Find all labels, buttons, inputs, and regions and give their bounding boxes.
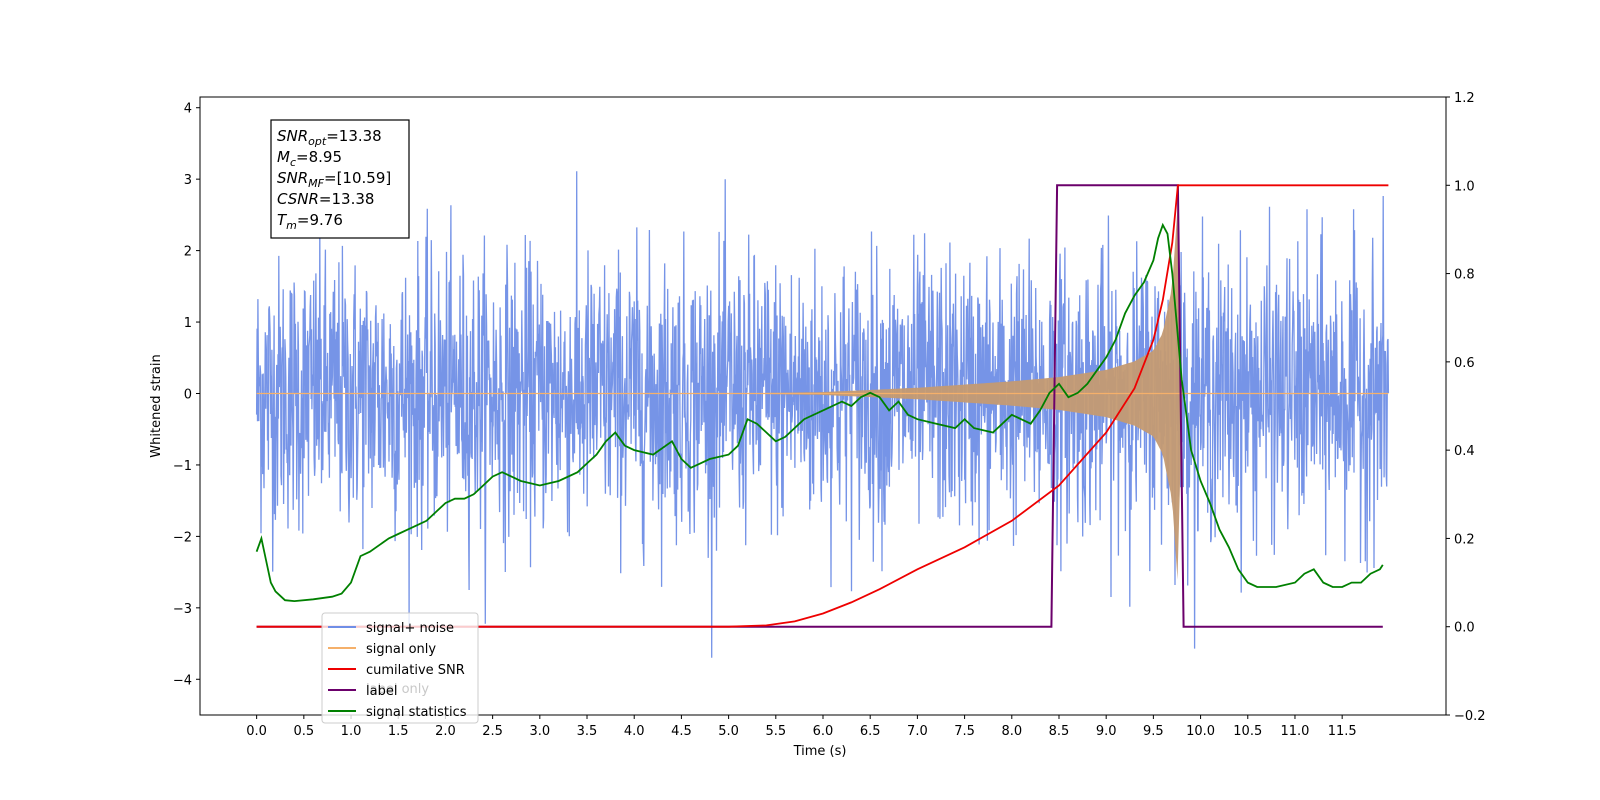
left-y-tick-label: 0 (184, 387, 192, 402)
annotation-frame (270, 119, 410, 239)
annotation-line: CSNR=13.38 (277, 190, 374, 208)
legend: label only signal+ noise signal only cumil… (321, 612, 479, 724)
cumulative-snr-line (256, 184, 1389, 628)
right-y-tick-label: −0.2 (1454, 709, 1486, 724)
x-tick-label: 0.5 (293, 724, 314, 739)
x-tick-label: 1.0 (341, 724, 362, 739)
right-y-tick-label: 1.2 (1454, 91, 1475, 106)
x-tick-label: 7.5 (954, 724, 975, 739)
right-y-tick-label: 0.0 (1454, 621, 1475, 636)
x-tick-label: 9.0 (1096, 724, 1117, 739)
x-axis-ticks: 0.0 0.5 1.0 1.5 2.0 2.5 3.0 3.5 4.0 4.5 5.0 5.5 6.0 6… (246, 715, 1357, 739)
x-tick-label: 6.0 (813, 724, 834, 739)
left-y-tick-label: −3 (173, 602, 192, 617)
legend-label: label (366, 684, 397, 699)
annotation-box: SNRopt=13.38Mc=8.95SNRMF=[10.59]CSNR=13.… (270, 119, 410, 239)
x-tick-label: 7.0 (907, 724, 928, 739)
x-tick-label: 8.5 (1049, 724, 1070, 739)
x-tick-label: 4.5 (671, 724, 692, 739)
x-tick-label: 0.0 (246, 724, 267, 739)
x-tick-label: 11.0 (1280, 724, 1309, 739)
right-y-tick-label: 0.2 (1454, 532, 1475, 547)
annotation-line: Tm=9.76 (277, 211, 343, 232)
left-y-tick-label: 1 (184, 316, 192, 331)
x-tick-label: 2.5 (482, 724, 503, 739)
legend-label: signal statistics (366, 705, 467, 720)
annotation-line: SNRMF=[10.59] (277, 169, 391, 190)
left-y-tick-label: −2 (173, 530, 192, 545)
right-y-tick-label: 0.6 (1454, 356, 1475, 371)
x-tick-label: 4.0 (624, 724, 645, 739)
legend-hidden-text: label only (366, 682, 429, 697)
x-tick-label: 6.5 (860, 724, 881, 739)
x-tick-label: 5.0 (718, 724, 739, 739)
left-y-tick-label: 2 (184, 245, 192, 260)
left-y-axis-ticks: −4 −3 −2 −1 0 1 2 3 4 (173, 102, 200, 688)
right-axis-series (255, 184, 1389, 628)
annotation-line: SNRopt=13.38 (277, 127, 382, 148)
x-tick-label: 9.5 (1143, 724, 1164, 739)
annotation-line: Mc=8.95 (277, 148, 342, 169)
right-y-tick-label: 1.0 (1454, 179, 1475, 194)
x-tick-label: 8.0 (1001, 724, 1022, 739)
legend-label: signal+ noise (366, 621, 454, 636)
x-tick-label: 5.5 (765, 724, 786, 739)
left-y-tick-label: −4 (173, 673, 192, 688)
legend-label: signal only (366, 642, 436, 657)
x-tick-label: 11.5 (1328, 724, 1357, 739)
right-y-tick-label: 0.8 (1454, 268, 1475, 283)
series-signal-only (256, 207, 1389, 580)
left-y-tick-label: 3 (184, 173, 192, 188)
legend-label: cumilative SNR (366, 663, 465, 678)
x-tick-label: 10.5 (1233, 724, 1262, 739)
x-axis-label: Time (s) (793, 744, 847, 759)
x-tick-label: 2.0 (435, 724, 456, 739)
x-tick-label: 3.0 (529, 724, 550, 739)
right-y-axis-ticks: −0.2 0.0 0.2 0.4 0.6 0.8 1.0 1.2 (1446, 91, 1486, 724)
x-tick-label: 10.0 (1186, 724, 1215, 739)
x-tick-label: 1.5 (388, 724, 409, 739)
left-y-tick-label: −1 (173, 459, 192, 474)
left-y-axis-label: Whitened strain (149, 354, 164, 457)
label-line (256, 184, 1383, 628)
signal-statistics-line (255, 222, 1384, 603)
legend-box (321, 612, 479, 724)
x-tick-label: 3.5 (577, 724, 598, 739)
left-y-tick-label: 4 (184, 102, 192, 117)
right-y-tick-label: 0.4 (1454, 444, 1475, 459)
